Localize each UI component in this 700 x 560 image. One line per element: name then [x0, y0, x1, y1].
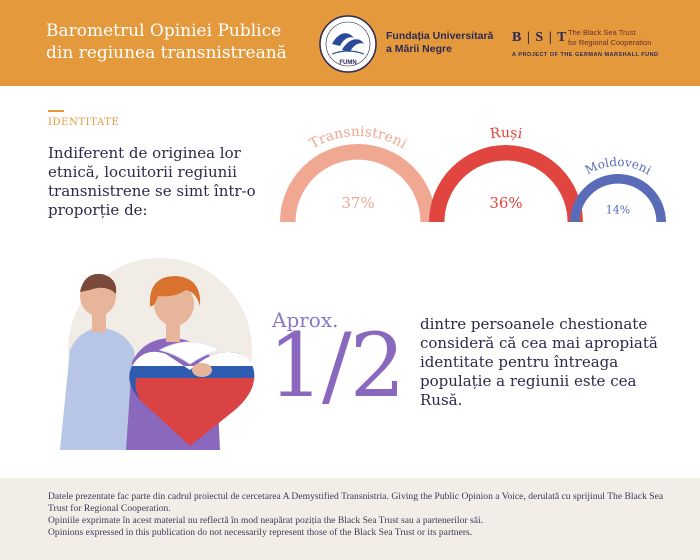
man-figure	[60, 273, 144, 450]
woman-hand	[192, 363, 212, 377]
intro-text: Indiferent de originea lor etnică, locui…	[48, 144, 256, 219]
arc-ruși	[429, 145, 583, 223]
footer-line-1: Datele prezentate fac parte din cadrul p…	[48, 491, 664, 514]
fum-name: Fundația Universitară a Mării Negre	[386, 30, 493, 56]
arc-moldoveni	[570, 174, 666, 223]
fumn-logo-icon: FUMN	[319, 15, 377, 73]
bst-subtitle: A PROJECT OF THE GERMAN MARSHALL FUND	[512, 52, 659, 58]
footer-line-2: Opiniile exprimate în acest material nu …	[48, 515, 484, 526]
title-line-2: din regiunea transnistreană	[46, 43, 287, 63]
approx-label: Aprox.	[272, 308, 339, 332]
fraction-value: 1/2	[268, 314, 406, 417]
arc-transnistreni	[280, 144, 436, 223]
fum-line-1: Fundația Universitară	[386, 30, 494, 42]
statement-text: dintre persoanele chestionate consideră …	[420, 315, 658, 409]
fumn-logo-text: FUMN	[339, 60, 356, 66]
arc-value-moldoveni: 14%	[606, 203, 630, 216]
arc-value-transnistreni: 37%	[341, 194, 374, 212]
footer-line-3: Opinions expressed in this publication d…	[48, 527, 473, 538]
header-bar: Barometrul Opiniei Publice din regiunea …	[0, 0, 700, 86]
arc-value-ruși: 36%	[489, 194, 522, 212]
people-flag-heart-illustration	[60, 258, 255, 450]
bst-name-line-1: The Black Sea Trust	[568, 28, 636, 37]
bst-logo-letters: B | S | T	[512, 30, 568, 45]
footer-bar	[0, 478, 700, 560]
bst-name-line-2: for Regional Cooperation	[568, 38, 652, 47]
page-title: Barometrul Opiniei Publice din regiunea …	[46, 20, 287, 64]
footer-text: Datele prezentate fac parte din cadrul p…	[48, 491, 668, 539]
section-label: IDENTITATE	[48, 117, 120, 128]
bst-name: The Black Sea Trust for Regional Coopera…	[568, 28, 651, 48]
title-line-1: Barometrul Opiniei Publice	[46, 21, 282, 41]
arc-label-ruși: Ruși	[489, 125, 524, 142]
fum-line-2: a Mării Negre	[386, 43, 452, 55]
section-divider	[48, 110, 64, 112]
arc-label-moldoveni: Moldoveni	[583, 155, 654, 178]
russia-heart-flag	[129, 341, 255, 446]
